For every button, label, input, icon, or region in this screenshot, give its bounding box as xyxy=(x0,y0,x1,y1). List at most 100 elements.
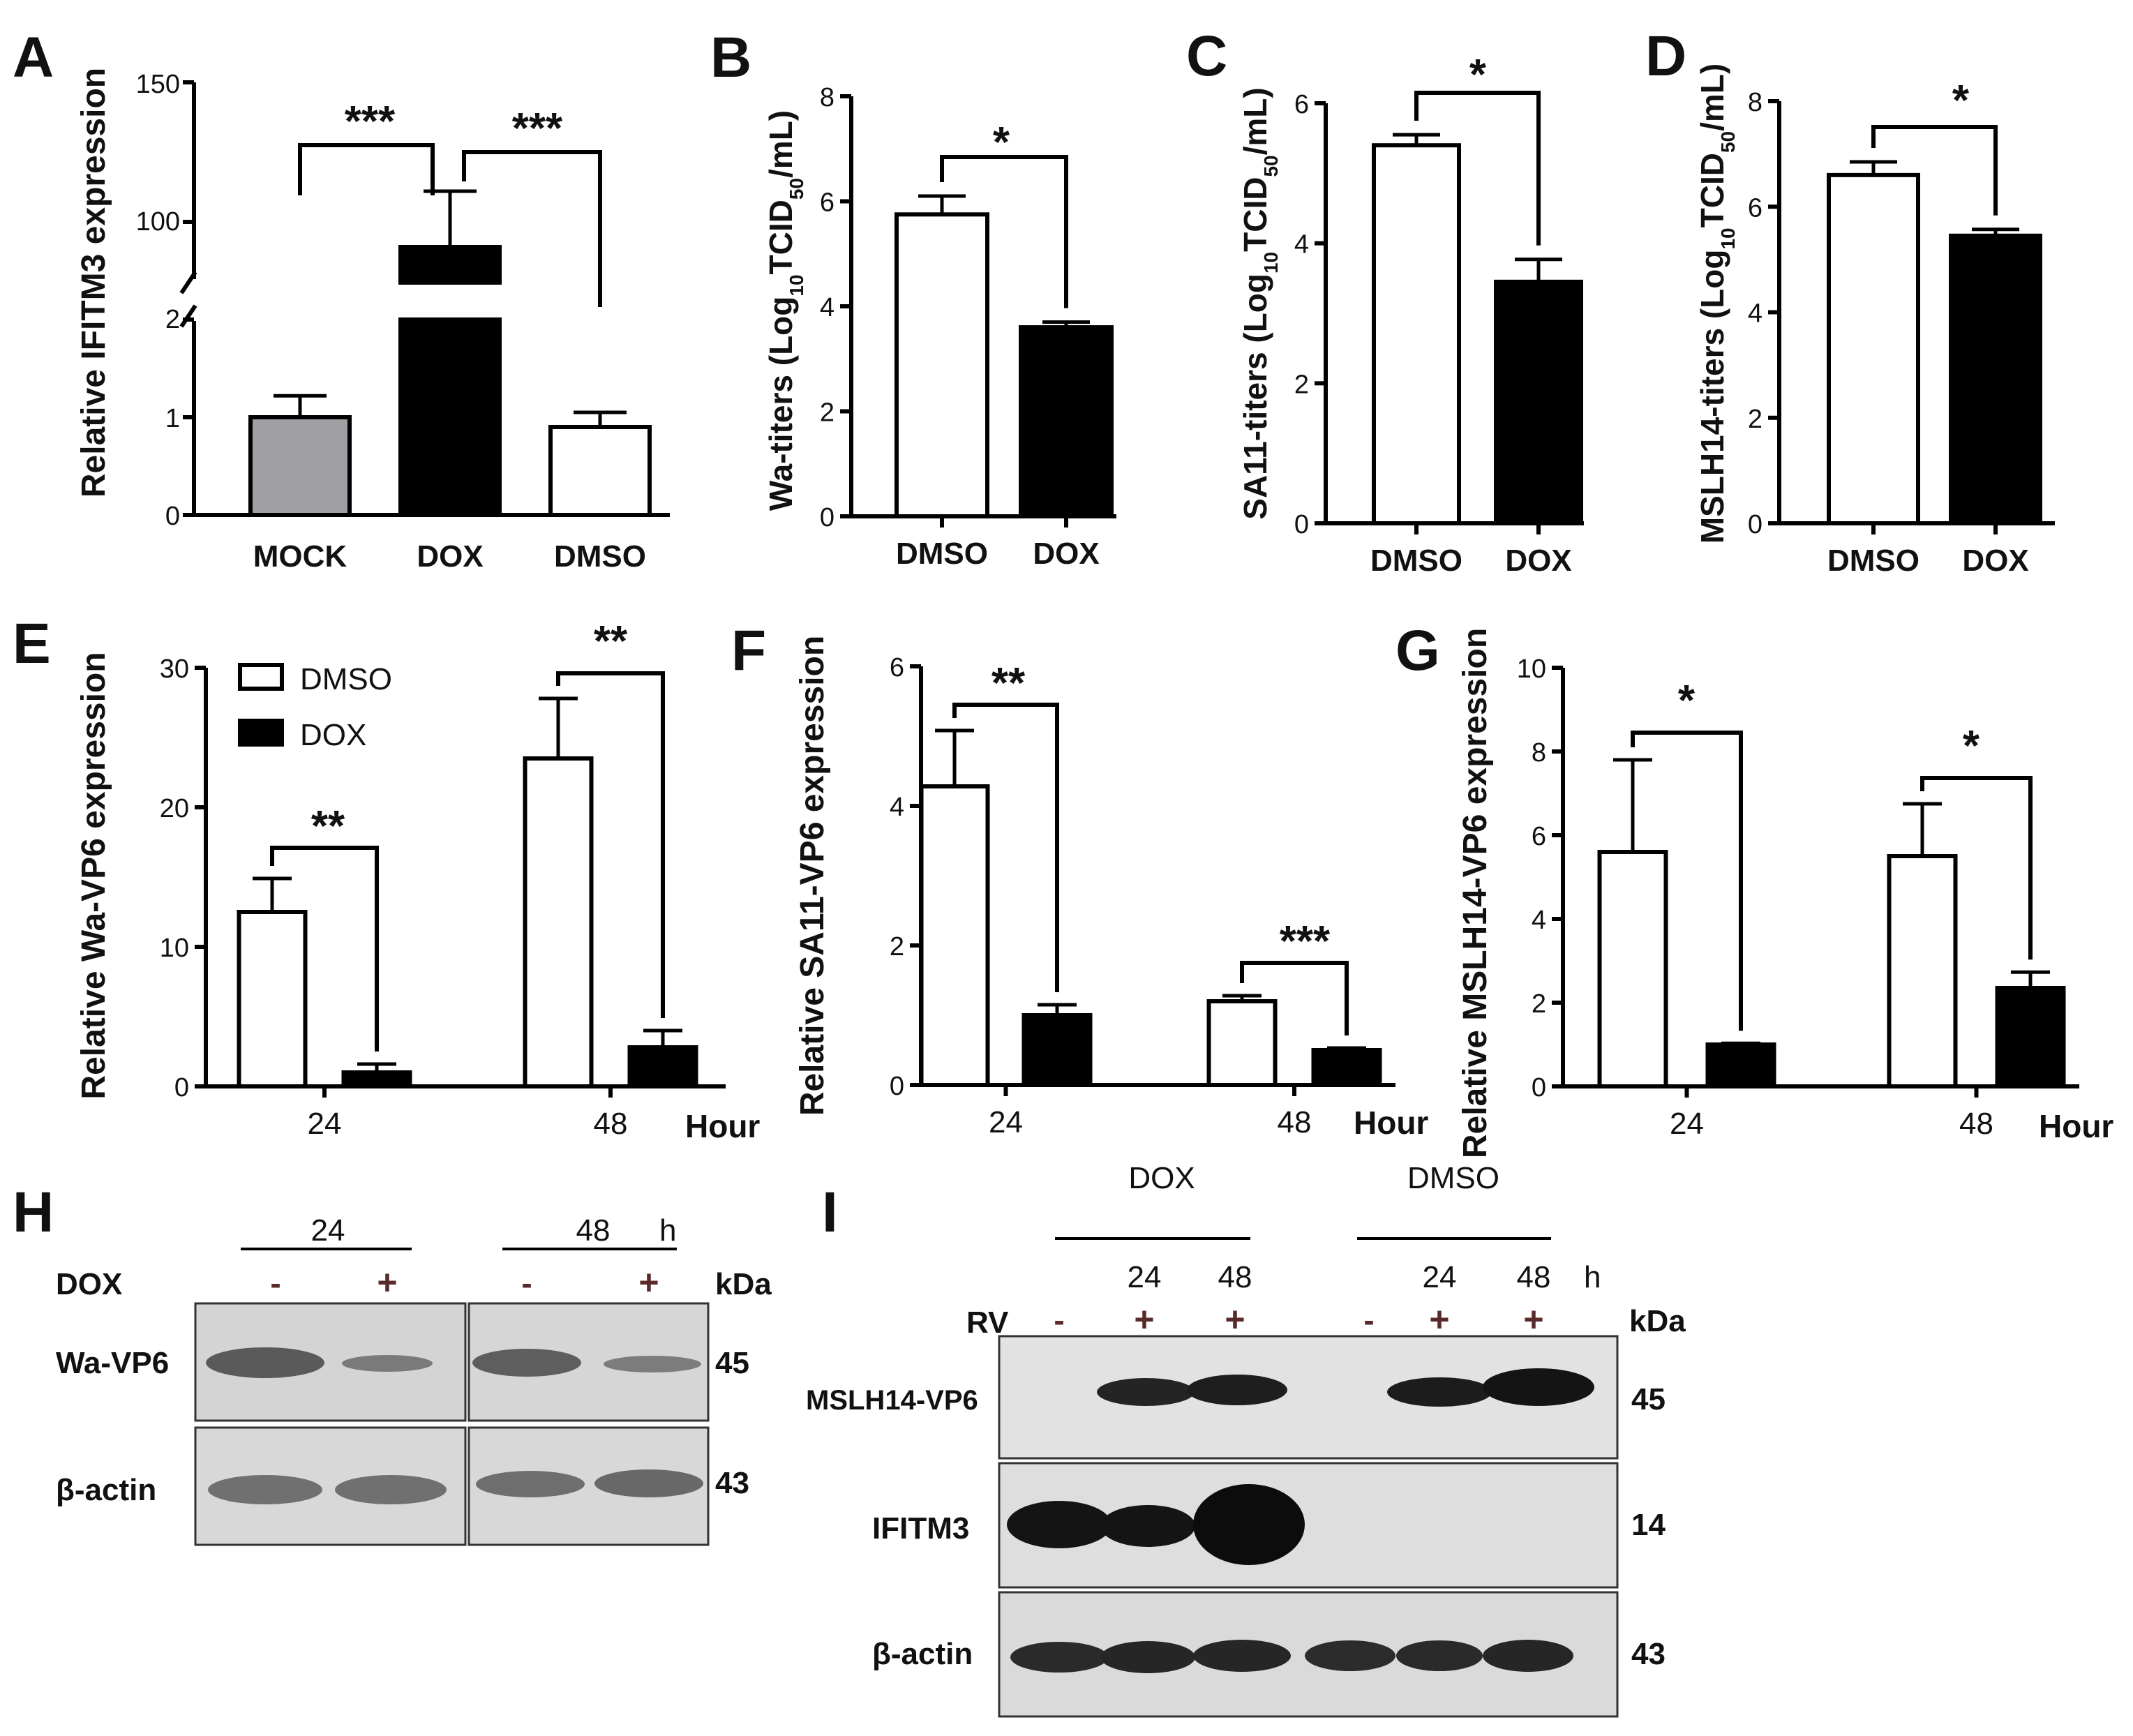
panel-letter-f: F xyxy=(731,619,766,682)
panel-letter-g: G xyxy=(1395,619,1440,682)
y-tick-label: 6 xyxy=(1294,90,1309,119)
bar xyxy=(523,756,594,1088)
blot-h-kda: kDa xyxy=(715,1267,772,1301)
band xyxy=(1305,1640,1395,1671)
blot-h-kda-vp6: 45 xyxy=(715,1346,749,1380)
bar xyxy=(248,415,352,517)
bar xyxy=(1311,1048,1382,1087)
a-tick-100: 100 xyxy=(136,207,180,237)
blot-h-kda-actin: 43 xyxy=(715,1466,749,1500)
panel-letter-d: D xyxy=(1645,24,1686,88)
y-tick-label: 30 xyxy=(160,654,189,684)
chart-c: 0 2 4 6 DMSO DOX xyxy=(1294,90,1584,578)
significance-bracket xyxy=(1920,776,2033,960)
x-tick-label: DMSO xyxy=(1827,544,1919,578)
ylabel-c-sub: 10 xyxy=(1260,252,1282,274)
legend-swatch-dox xyxy=(238,719,284,747)
band xyxy=(604,1356,701,1372)
ylabel-b: Wa-titers (Log10TCID50/mL) xyxy=(763,110,807,511)
blot-i-label-actin: β-actin xyxy=(872,1637,973,1671)
blot-i-sign-3: + xyxy=(1225,1300,1245,1339)
blot-i-time-3: 24 xyxy=(1423,1260,1457,1294)
bar xyxy=(1597,850,1668,1088)
blot-i-kda-ifitm3: 14 xyxy=(1631,1508,1666,1542)
y-tick-label: 4 xyxy=(1532,906,1546,935)
bar xyxy=(1827,172,1920,525)
band xyxy=(1007,1501,1112,1548)
y-tick-label: 2 xyxy=(1294,370,1309,399)
band xyxy=(1097,1378,1195,1406)
blot-h-row-dox: DOX xyxy=(56,1267,122,1301)
ylabel-d-mid: TCID xyxy=(1694,153,1730,227)
bar xyxy=(1494,279,1583,525)
ylabel-c-end: /mL) xyxy=(1237,87,1273,155)
bar xyxy=(1887,854,1958,1088)
d-sig: * xyxy=(1952,77,1970,125)
ylabel-d: MSLH14-titers (Log10TCID50/mL) xyxy=(1694,63,1739,544)
blot-i-sign-6: + xyxy=(1523,1300,1543,1339)
band xyxy=(1100,1505,1195,1547)
ylabel-d-end: /mL) xyxy=(1694,63,1730,131)
blot-i-kda-actin: 43 xyxy=(1631,1637,1666,1671)
band xyxy=(472,1349,581,1377)
bar xyxy=(341,1070,412,1088)
y-tick-label: 4 xyxy=(890,793,904,822)
ylabel-d-sub: 10 xyxy=(1717,227,1739,249)
y-tick-label: 0 xyxy=(174,1073,189,1102)
x-tick-label: DOX xyxy=(417,539,483,574)
blot-h-time-24: 24 xyxy=(311,1213,345,1248)
blot-i-kda: kDa xyxy=(1629,1304,1686,1338)
e-sig-2: ** xyxy=(594,618,628,666)
blot-i-sign-4: - xyxy=(1363,1302,1374,1338)
f-sig-2: *** xyxy=(1280,918,1331,966)
ylabel-b-sub: 10 xyxy=(786,274,807,296)
y-tick-label: 6 xyxy=(890,653,904,682)
band xyxy=(206,1347,324,1378)
a-tick-2: 2 xyxy=(165,305,180,334)
f-sig-1: ** xyxy=(991,659,1026,708)
y-tick-label: 8 xyxy=(1532,738,1546,768)
blot-i-sign-5: + xyxy=(1429,1300,1449,1339)
x-tick-label: 48 xyxy=(1278,1105,1312,1139)
xunit-f: Hour xyxy=(1354,1105,1428,1141)
y-tick-label: 0 xyxy=(1532,1073,1546,1102)
x-tick-label: DMSO xyxy=(554,539,646,574)
x-tick-label: DMSO xyxy=(896,537,988,571)
b-sig: * xyxy=(993,119,1010,167)
panel-letter-c: C xyxy=(1186,24,1227,88)
band xyxy=(1387,1377,1492,1407)
y-tick-label: 8 xyxy=(820,83,835,112)
band xyxy=(1187,1375,1287,1405)
band xyxy=(594,1469,703,1497)
significance-bracket xyxy=(556,671,665,1018)
bar xyxy=(1995,986,2066,1088)
band xyxy=(1483,1640,1573,1672)
blot-i-group-dox: DOX xyxy=(1128,1161,1195,1195)
band xyxy=(1193,1484,1305,1565)
bar xyxy=(548,425,652,517)
bar xyxy=(1019,325,1114,518)
legend-e: DMSO DOX xyxy=(238,662,392,752)
y-tick-label: 4 xyxy=(1748,299,1762,329)
ylabel-c-mid: TCID xyxy=(1237,177,1273,252)
axis-break-mark xyxy=(179,271,197,294)
c-sig: * xyxy=(1469,51,1487,99)
y-tick-label: 2 xyxy=(1532,989,1546,1019)
legend-label-dox: DOX xyxy=(300,718,366,752)
blot-i-kda-vp6: 45 xyxy=(1631,1382,1666,1416)
y-tick-label: 0 xyxy=(1294,510,1309,539)
blot-h-sign-1: - xyxy=(270,1265,280,1301)
xunit-e: Hour xyxy=(685,1108,760,1144)
blot-i-label-ifitm3: IFITM3 xyxy=(872,1511,969,1546)
blot-h-unit-h: h xyxy=(659,1213,676,1248)
bar xyxy=(398,245,502,285)
e-sig-1: ** xyxy=(311,802,345,851)
significance-bracket xyxy=(298,143,435,195)
significance-bracket xyxy=(270,846,379,1052)
panel-letter-b: B xyxy=(710,26,751,89)
panel-letters: A B C D E F G H I xyxy=(13,24,1686,1244)
blot-i-row-rv: RV xyxy=(966,1305,1009,1340)
significance-bracket xyxy=(1414,91,1541,246)
blot-i-sign-1: - xyxy=(1054,1302,1064,1338)
